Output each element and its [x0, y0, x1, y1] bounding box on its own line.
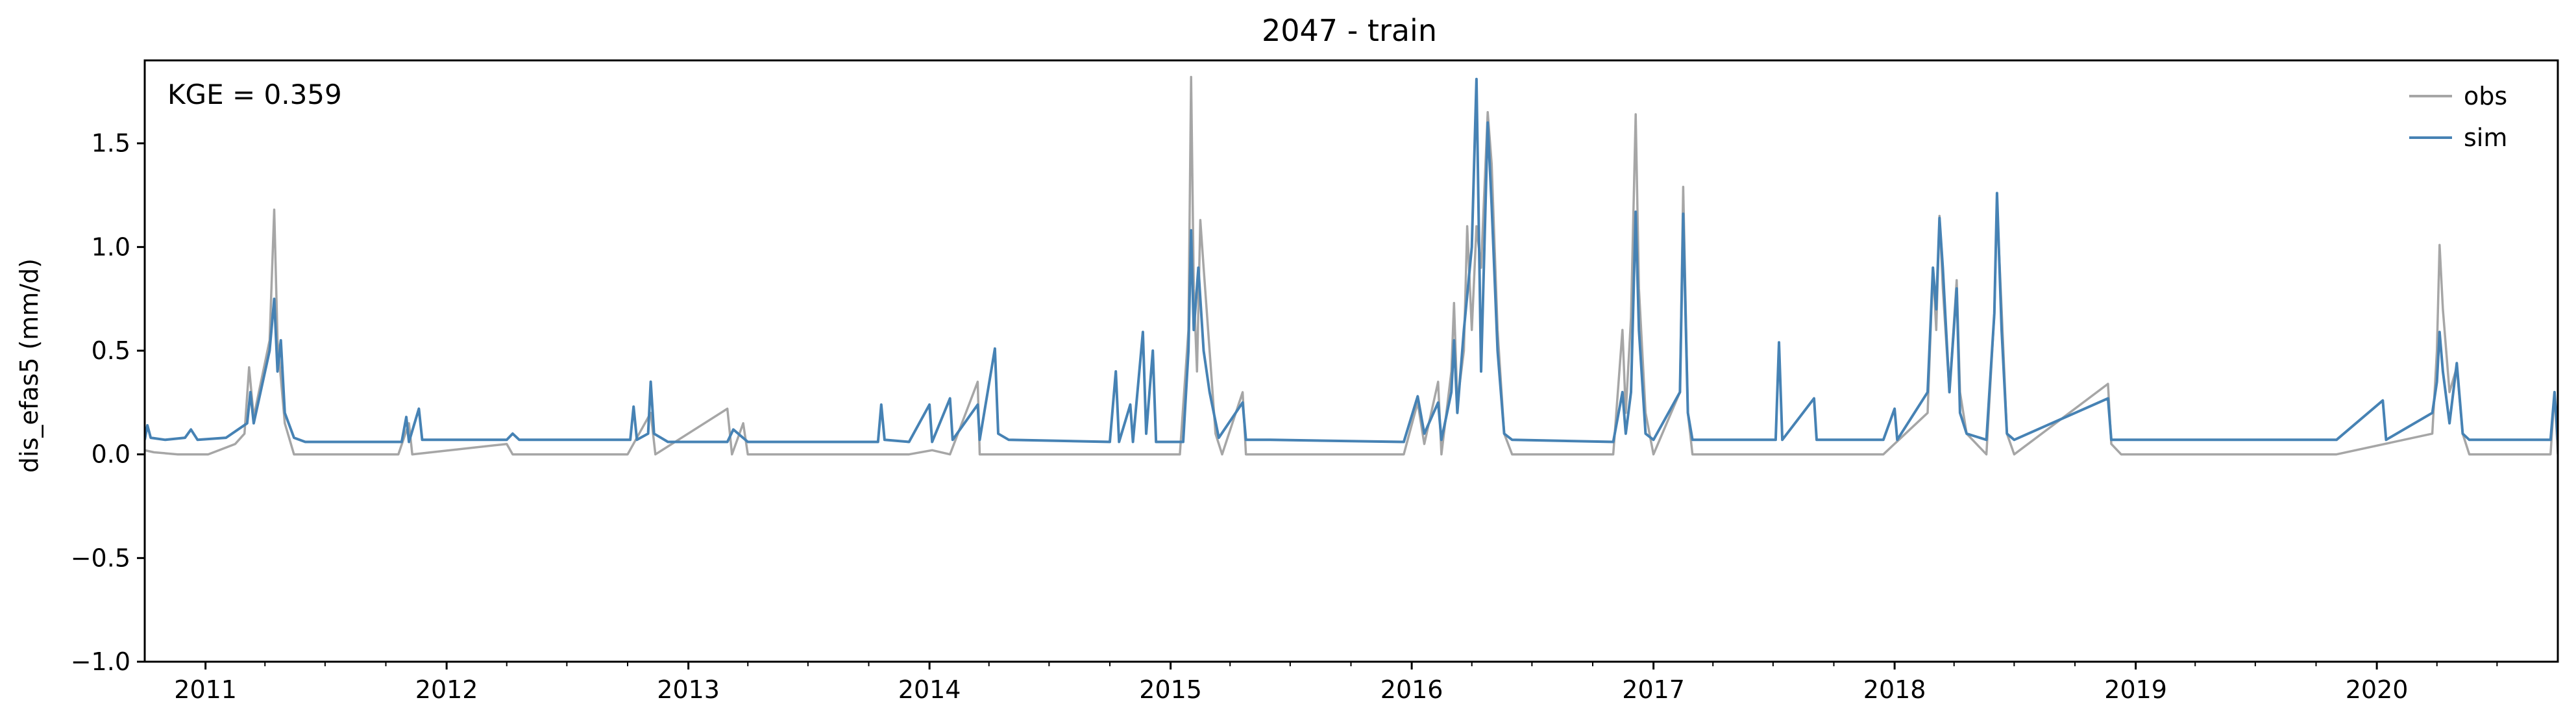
y-axis-label: dis_efas5 (mm/d): [15, 258, 43, 473]
kge-annotation: KGE = 0.359: [167, 79, 342, 110]
x-tick-label: 2012: [415, 675, 478, 704]
series-layer: [145, 75, 2558, 456]
x-tick-label: 2013: [657, 675, 720, 704]
x-tick-label: 2011: [174, 675, 237, 704]
y-axis: −1.0 −0.5 0.0 0.5 1.0 1.5: [71, 129, 145, 676]
legend-obs-label: obs: [2464, 82, 2507, 110]
y-tick-label: 0.0: [92, 440, 130, 469]
y-tick-label: 1.0: [92, 232, 130, 261]
y-tick-label: 0.5: [92, 336, 130, 365]
series-line-sim: [145, 77, 2558, 444]
x-axis: 2011 2012 2013 2014 2015 2016 2017 2018 2019 2020: [174, 662, 2498, 704]
x-tick-label: 2017: [1622, 675, 1685, 704]
x-tick-label: 2020: [2346, 675, 2409, 704]
y-tick-label: −1.0: [71, 647, 130, 676]
y-tick-label: 1.5: [92, 129, 130, 158]
x-tick-label: 2019: [2104, 675, 2167, 704]
x-tick-label: 2015: [1139, 675, 1202, 704]
y-tick-label: −0.5: [71, 544, 130, 572]
x-tick-label: 2016: [1380, 675, 1443, 704]
x-tick-label: 2018: [1863, 675, 1926, 704]
legend: obs sim: [2409, 82, 2507, 152]
chart-title: 2047 - train: [1262, 13, 1437, 48]
x-tick-label: 2014: [898, 675, 961, 704]
legend-sim-label: sim: [2464, 123, 2507, 152]
